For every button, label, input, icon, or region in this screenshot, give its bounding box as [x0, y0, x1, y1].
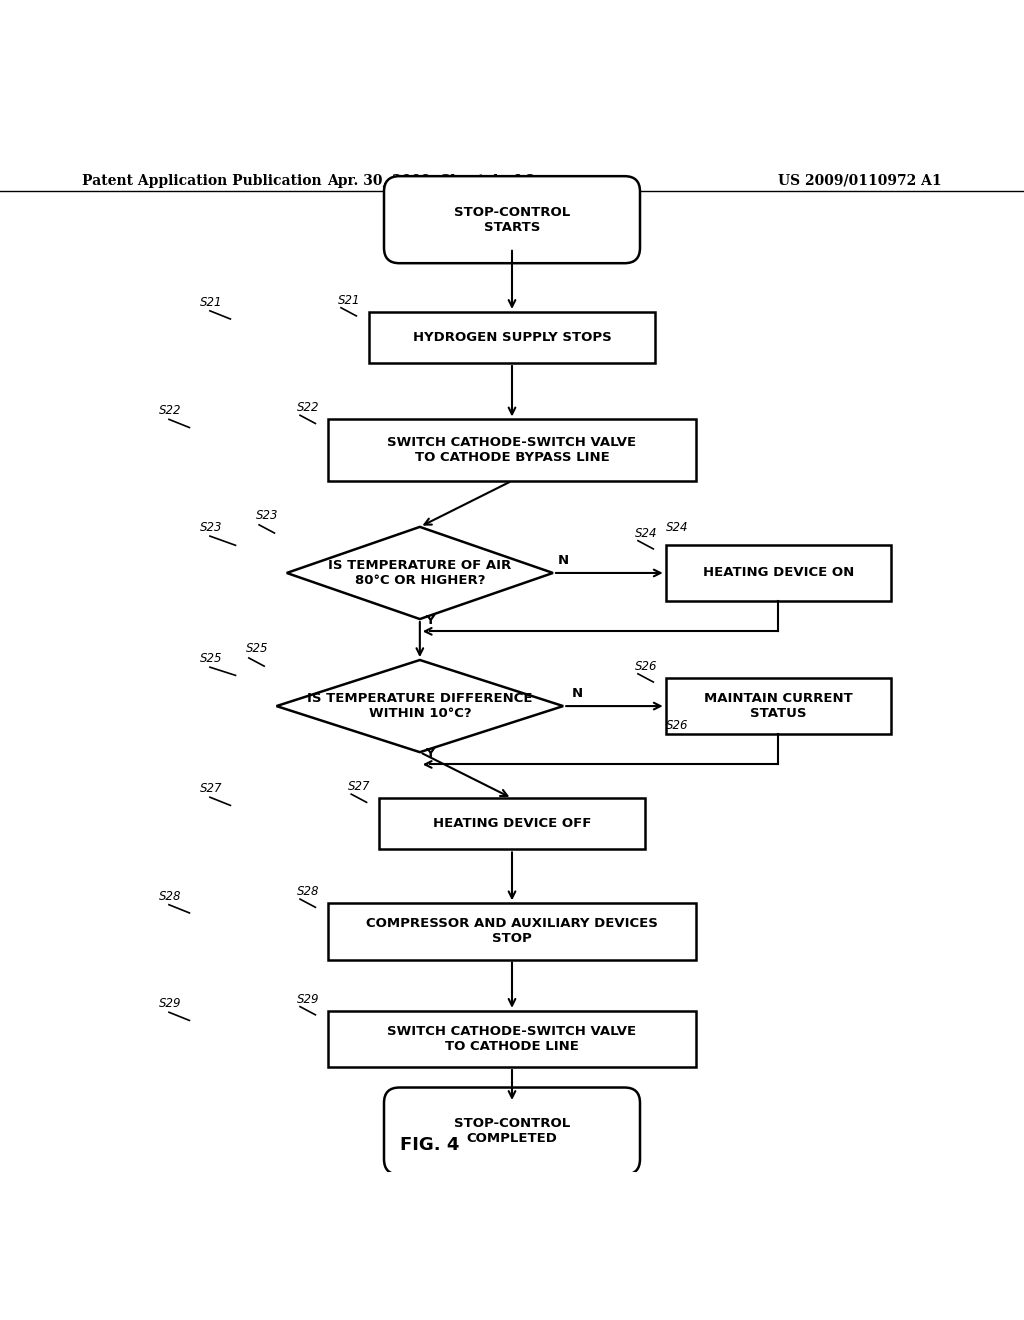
Text: S23: S23 — [200, 521, 222, 535]
Text: S22: S22 — [297, 401, 319, 414]
Bar — [379, 799, 645, 850]
Text: N: N — [571, 686, 583, 700]
Text: SWITCH CATHODE-SWITCH VALVE
TO CATHODE LINE: SWITCH CATHODE-SWITCH VALVE TO CATHODE L… — [387, 1024, 637, 1053]
Polygon shape — [287, 527, 553, 619]
Text: S25: S25 — [246, 642, 268, 655]
Text: US 2009/0110972 A1: US 2009/0110972 A1 — [778, 174, 942, 187]
Text: STOP-CONTROL
STARTS: STOP-CONTROL STARTS — [454, 206, 570, 234]
Text: STOP-CONTROL
COMPLETED: STOP-CONTROL COMPLETED — [454, 1117, 570, 1144]
Text: SWITCH CATHODE-SWITCH VALVE
TO CATHODE BYPASS LINE: SWITCH CATHODE-SWITCH VALVE TO CATHODE B… — [387, 436, 637, 465]
Text: COMPRESSOR AND AUXILIARY DEVICES
STOP: COMPRESSOR AND AUXILIARY DEVICES STOP — [366, 917, 658, 945]
Bar — [666, 545, 891, 601]
Text: N: N — [558, 554, 569, 566]
Bar — [328, 420, 696, 480]
Text: HYDROGEN SUPPLY STOPS: HYDROGEN SUPPLY STOPS — [413, 331, 611, 345]
Text: HEATING DEVICE OFF: HEATING DEVICE OFF — [433, 817, 591, 830]
Text: S27: S27 — [348, 780, 371, 793]
Text: IS TEMPERATURE OF AIR
80°C OR HIGHER?: IS TEMPERATURE OF AIR 80°C OR HIGHER? — [329, 558, 511, 587]
Text: S29: S29 — [159, 997, 181, 1010]
Text: Patent Application Publication: Patent Application Publication — [82, 174, 322, 187]
Text: S24: S24 — [635, 527, 657, 540]
Text: S21: S21 — [338, 294, 360, 306]
Text: S22: S22 — [159, 404, 181, 417]
FancyBboxPatch shape — [384, 176, 640, 263]
Text: S28: S28 — [159, 890, 181, 903]
Polygon shape — [276, 660, 563, 752]
Bar — [328, 1011, 696, 1067]
Text: FIG. 4: FIG. 4 — [400, 1135, 460, 1154]
Text: MAINTAIN CURRENT
STATUS: MAINTAIN CURRENT STATUS — [703, 692, 853, 721]
Text: S21: S21 — [200, 296, 222, 309]
Text: S26: S26 — [635, 660, 657, 673]
Text: S24: S24 — [666, 521, 688, 535]
Text: Y: Y — [425, 614, 434, 627]
Text: S27: S27 — [200, 783, 222, 795]
Bar — [666, 678, 891, 734]
Text: Y: Y — [425, 747, 434, 760]
FancyBboxPatch shape — [384, 1088, 640, 1175]
Text: S28: S28 — [297, 886, 319, 898]
Text: S25: S25 — [200, 652, 222, 665]
Text: Apr. 30, 2009  Sheet 4 of 6: Apr. 30, 2009 Sheet 4 of 6 — [327, 174, 534, 187]
Bar — [328, 903, 696, 960]
Text: S23: S23 — [256, 508, 279, 521]
Text: S26: S26 — [666, 718, 688, 731]
Text: HEATING DEVICE ON: HEATING DEVICE ON — [702, 566, 854, 579]
Bar — [369, 312, 655, 363]
Text: IS TEMPERATURE DIFFERENCE
WITHIN 10°C?: IS TEMPERATURE DIFFERENCE WITHIN 10°C? — [307, 692, 532, 721]
Text: S29: S29 — [297, 993, 319, 1006]
